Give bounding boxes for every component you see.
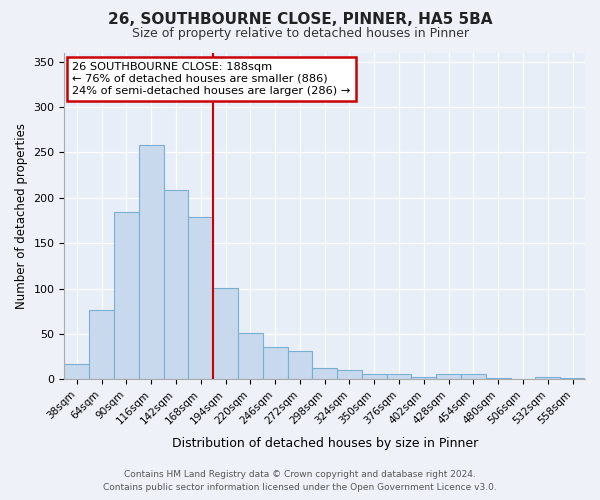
Bar	[287, 351, 313, 380]
Bar	[188, 217, 213, 380]
Bar	[362, 374, 386, 380]
Bar	[560, 378, 585, 380]
Bar	[114, 212, 139, 380]
Bar	[535, 378, 560, 380]
Bar	[386, 374, 412, 380]
Bar	[164, 190, 188, 380]
Bar	[238, 333, 263, 380]
Bar	[436, 374, 461, 380]
Bar	[213, 288, 238, 380]
Bar	[461, 374, 486, 380]
Bar	[263, 346, 287, 380]
Bar	[139, 145, 164, 380]
Bar	[64, 364, 89, 380]
Bar	[486, 378, 511, 380]
Bar	[412, 378, 436, 380]
X-axis label: Distribution of detached houses by size in Pinner: Distribution of detached houses by size …	[172, 437, 478, 450]
Bar	[337, 370, 362, 380]
Bar	[313, 368, 337, 380]
Y-axis label: Number of detached properties: Number of detached properties	[15, 123, 28, 309]
Text: Contains HM Land Registry data © Crown copyright and database right 2024.
Contai: Contains HM Land Registry data © Crown c…	[103, 470, 497, 492]
Text: 26, SOUTHBOURNE CLOSE, PINNER, HA5 5BA: 26, SOUTHBOURNE CLOSE, PINNER, HA5 5BA	[108, 12, 492, 28]
Bar	[89, 310, 114, 380]
Text: 26 SOUTHBOURNE CLOSE: 188sqm
← 76% of detached houses are smaller (886)
24% of s: 26 SOUTHBOURNE CLOSE: 188sqm ← 76% of de…	[72, 62, 350, 96]
Text: Size of property relative to detached houses in Pinner: Size of property relative to detached ho…	[131, 28, 469, 40]
